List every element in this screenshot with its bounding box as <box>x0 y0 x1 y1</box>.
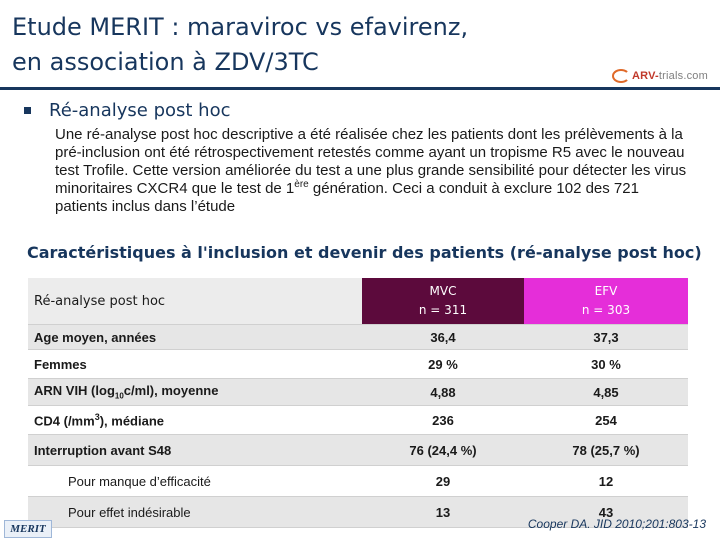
efv-column-header: EFV n = 303 <box>524 278 688 324</box>
table-row: Age moyen, années 36,4 37,3 <box>28 325 688 350</box>
citation-reference: Cooper DA. JID 2010;201:803-13 <box>527 517 706 531</box>
paragraph-text-1: Une ré-analyse post hoc descriptive a ét… <box>55 126 687 197</box>
cell-efv-interruption: 78 (25,7 %) <box>572 442 640 458</box>
title-line-1: Etude MERIT : maraviroc vs efavirenz, <box>12 13 469 41</box>
mvc-name: MVC <box>429 284 457 298</box>
title-divider <box>0 87 720 90</box>
characteristics-table: Ré-analyse post hoc MVC n = 311 EFV n = … <box>28 278 688 528</box>
paragraph-text-2: génération. Ceci a conduit à exclure 102… <box>55 180 639 215</box>
row-label-femmes: Femmes <box>34 356 87 372</box>
cell-mvc-femmes: 29 % <box>428 356 458 372</box>
row-label-interruption: Interruption avant S48 <box>34 442 172 458</box>
table-row: Pour manque d’efficacité 29 12 <box>28 466 688 497</box>
arn-label-a: ARN VIH (log <box>34 383 115 399</box>
cd4-label-sup: 3 <box>94 411 100 422</box>
row-label-cd4: CD4 (/mm3), médiane <box>28 412 362 428</box>
cd4-label-a: CD4 (/mm <box>34 413 95 429</box>
header-label: Ré-analyse post hoc <box>34 293 166 309</box>
logo-main-text: ARV- <box>632 70 659 82</box>
cd4-label-b: ), médiane <box>99 413 164 429</box>
paragraph-superscript: ère <box>294 179 309 190</box>
mvc-n: n = 311 <box>418 303 468 317</box>
arn-label-b: c/ml), moyenne <box>123 383 219 399</box>
square-bullet-icon <box>24 107 31 114</box>
table-heading: Caractéristiques à l'inclusion et deveni… <box>27 243 702 262</box>
cell-efv-age: 37,3 <box>593 329 619 345</box>
efv-n: n = 303 <box>581 303 631 317</box>
efv-name: EFV <box>594 284 618 298</box>
logo-text: ARV-trials.com <box>632 70 708 82</box>
cell-mvc-indesirable: 13 <box>435 504 451 520</box>
row-label-arn: ARN VIH (log10c/ml), moyenne <box>28 383 362 401</box>
cell-efv-indesirable: 43 <box>598 504 614 520</box>
mvc-column-header: MVC n = 311 <box>362 278 524 324</box>
slide-title: Etude MERIT : maraviroc vs efavirenz, en… <box>12 10 612 80</box>
table-row: Interruption avant S48 76 (24,4 %) 78 (2… <box>28 435 688 466</box>
logo-swoosh-icon <box>612 69 630 83</box>
table-header-row: Ré-analyse post hoc MVC n = 311 EFV n = … <box>28 278 688 325</box>
table-row: Pour effet indésirable 13 43 <box>28 497 688 528</box>
cell-efv-arn: 4,85 <box>593 384 619 400</box>
section-heading: Ré-analyse post hoc <box>49 100 231 121</box>
logo-sub-text: trials.com <box>658 70 708 82</box>
row-label-age: Age moyen, années <box>34 329 157 345</box>
arv-trials-logo: ARV-trials.com <box>612 67 708 85</box>
table-row: Femmes 29 % 30 % <box>28 350 688 379</box>
table-row: CD4 (/mm3), médiane 236 254 <box>28 406 688 435</box>
merit-badge: MERIT <box>4 520 52 538</box>
row-label-indesirable: Pour effet indésirable <box>68 504 191 520</box>
table-row: ARN VIH (log10c/ml), moyenne 4,88 4,85 <box>28 379 688 406</box>
cell-efv-femmes: 30 % <box>591 356 621 372</box>
cell-efv-efficacite: 12 <box>598 473 614 489</box>
cell-efv-cd4: 254 <box>595 412 617 428</box>
cell-mvc-interruption: 76 (24,4 %) <box>409 442 477 458</box>
cell-mvc-arn: 4,88 <box>430 384 456 400</box>
cell-mvc-cd4: 236 <box>432 412 454 428</box>
section-bullet: Ré-analyse post hoc <box>24 100 230 121</box>
title-line-2: en association à ZDV/3TC <box>12 48 319 76</box>
description-paragraph: Une ré-analyse post hoc descriptive a ét… <box>55 126 695 216</box>
arn-label-sub: 10 <box>114 391 124 401</box>
row-label-efficacite: Pour manque d’efficacité <box>68 473 211 489</box>
cell-mvc-efficacite: 29 <box>435 473 451 489</box>
cell-mvc-age: 36,4 <box>430 329 456 345</box>
